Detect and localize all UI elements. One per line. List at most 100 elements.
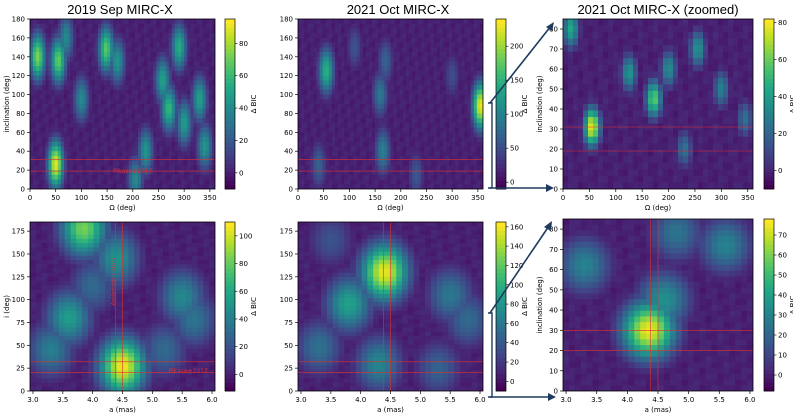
heatmap-cell <box>174 137 179 143</box>
heatmap-cell <box>307 89 311 95</box>
heatmap-cell <box>202 85 207 91</box>
colorbar-swatch <box>496 172 506 177</box>
heatmap-cell <box>390 170 394 176</box>
heatmap-cell <box>119 146 123 152</box>
heatmap-cell <box>455 19 459 25</box>
heatmap-cell <box>683 32 689 40</box>
heatmap-cell <box>51 151 56 157</box>
heatmap-cell <box>452 165 456 171</box>
heatmap-cell <box>178 127 182 133</box>
heatmap-cell <box>384 146 388 152</box>
heatmap-cell <box>94 146 99 152</box>
heatmap-cell <box>738 45 744 53</box>
heatmap-cell <box>171 174 176 180</box>
heatmap-cell <box>199 66 204 72</box>
heatmap-cell <box>362 132 367 138</box>
heatmap-cell <box>79 94 83 100</box>
heatmap-cell <box>76 170 80 176</box>
heatmap-cell <box>100 155 105 162</box>
heatmap-cell <box>399 155 404 162</box>
heatmap-cell <box>91 151 96 157</box>
heatmap-cell <box>307 61 311 67</box>
heatmap-cell <box>433 37 438 44</box>
heatmap-cell <box>396 141 401 147</box>
heatmap-cell <box>442 122 447 129</box>
heatmap-cell <box>322 47 327 53</box>
heatmap-cell <box>338 118 342 124</box>
heatmap-cell <box>156 104 160 110</box>
heatmap-cell <box>304 52 308 58</box>
colorbar-tick-label: 0 <box>239 169 243 177</box>
heatmap-cell <box>205 52 210 58</box>
heatmap-cell <box>113 118 117 124</box>
heatmap-cell <box>381 146 385 152</box>
heatmap-cell <box>70 137 74 143</box>
heatmap-cell <box>335 184 339 189</box>
heatmap-cell <box>131 174 136 180</box>
heatmap-cell <box>307 23 311 29</box>
heatmap-cell <box>359 127 364 133</box>
heatmap-cell <box>452 47 456 53</box>
heatmap-cell <box>30 118 34 124</box>
heatmap-cell <box>307 66 311 72</box>
heatmap-cell <box>455 127 459 133</box>
heatmap-cell <box>178 47 182 53</box>
heatmap-cell <box>467 28 472 34</box>
heatmap-cell <box>409 151 413 157</box>
heatmap-cell <box>399 165 404 171</box>
heatmap-cell <box>178 104 182 110</box>
heatmap-cell <box>449 132 453 138</box>
heatmap-cell <box>128 155 133 162</box>
heatmap-cell <box>643 64 649 72</box>
heatmap-cell <box>168 155 173 162</box>
heatmap-cell <box>298 127 302 133</box>
heatmap-cell <box>748 90 753 98</box>
heatmap-cell <box>51 52 56 58</box>
heatmap-cell <box>76 174 80 180</box>
heatmap-cell <box>421 127 425 133</box>
heatmap-cell <box>618 38 624 46</box>
heatmap-cell <box>202 94 207 100</box>
heatmap-cell <box>718 58 724 66</box>
heatmap-cell <box>298 19 302 25</box>
heatmap-cell <box>446 165 450 171</box>
heatmap-cell <box>150 108 154 114</box>
heatmap-cell <box>131 61 136 67</box>
heatmap-cell <box>338 89 342 95</box>
heatmap-cell <box>362 28 367 34</box>
heatmap-cell <box>338 113 342 119</box>
heatmap-cell <box>119 56 123 62</box>
heatmap-cell <box>328 179 333 185</box>
heatmap-cell <box>162 37 167 44</box>
heatmap-cell <box>464 37 468 44</box>
heatmap-cell <box>479 94 483 100</box>
heatmap-cell <box>184 33 188 39</box>
colorbar-swatch <box>225 104 235 109</box>
heatmap-cell <box>67 155 71 162</box>
heatmap-cell <box>415 118 419 124</box>
heatmap-cell <box>116 99 120 105</box>
heatmap-cell <box>693 45 699 53</box>
heatmap-cell <box>147 113 151 119</box>
heatmap-cell <box>73 33 77 39</box>
heatmap-cell <box>33 137 37 143</box>
heatmap-cell <box>479 141 483 147</box>
heatmap-cell <box>402 179 407 185</box>
heatmap-cell <box>63 37 68 44</box>
heatmap-cell <box>384 179 388 185</box>
heatmap-cell <box>421 66 425 72</box>
heatmap-cell <box>304 104 308 110</box>
heatmap-cell <box>353 42 357 48</box>
heatmap-cell <box>45 113 49 119</box>
heatmap-cell <box>156 146 160 152</box>
heatmap-cell <box>372 155 376 162</box>
heatmap-cell <box>193 122 197 129</box>
heatmap-cell <box>128 85 133 91</box>
heatmap-cell <box>415 47 419 53</box>
heatmap-cell <box>165 165 170 171</box>
heatmap-cell <box>464 174 468 180</box>
heatmap-cell <box>36 47 40 53</box>
heatmap-cell <box>85 85 89 91</box>
heatmap-cell <box>325 75 330 81</box>
heatmap-cell <box>458 75 462 81</box>
